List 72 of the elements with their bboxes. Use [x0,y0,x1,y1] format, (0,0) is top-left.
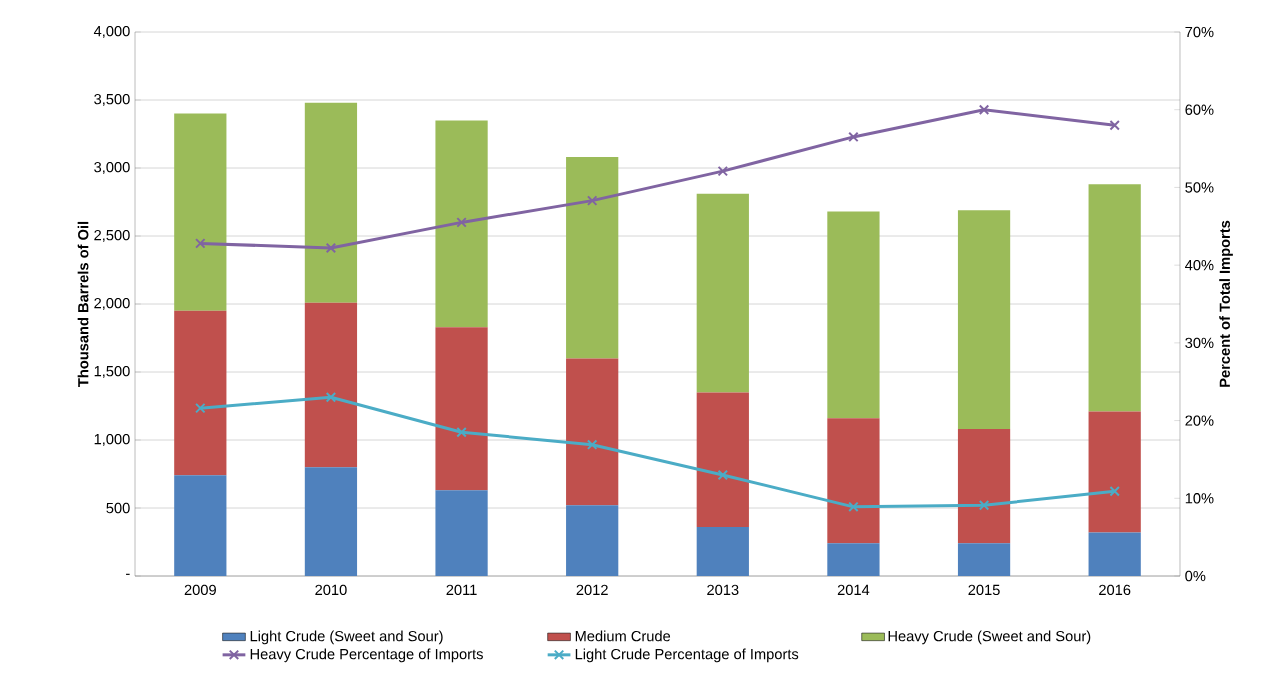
bar [566,505,619,576]
y-tick-label: 500 [106,502,130,514]
y-tick-label: 3,500 [94,93,130,107]
point [1109,120,1120,131]
point [195,402,206,414]
y-tick-label: - [126,573,130,575]
bar [696,392,749,528]
point [456,426,467,438]
legend-label: Medium Crude [575,630,671,642]
y2-tick-label: 10% [1185,493,1214,504]
point [325,392,337,403]
bar [696,527,749,576]
bar [1088,532,1141,576]
y2-tick-label: 70% [1185,26,1214,38]
legend-label: Light Crude Percentage of Imports [575,648,799,663]
point [978,104,990,115]
y-tick-label: 1,500 [94,365,130,379]
point [978,500,990,511]
bar [566,358,619,506]
bar [1088,184,1141,412]
bar [1088,411,1141,533]
point [848,501,859,513]
bar [174,310,227,476]
point [195,238,206,249]
point [848,131,859,143]
bar [174,113,227,311]
bar [304,102,358,303]
x-tick-label: 2011 [446,584,477,596]
point [325,242,337,254]
bar [827,543,880,576]
bar [435,120,488,328]
point [456,217,467,228]
y2-axis-title: Percent of Total Imports [1219,220,1233,387]
bar [957,429,1011,544]
x-tick-label: 2013 [707,584,739,596]
bar [696,193,749,393]
bar [174,475,227,576]
point [586,195,598,206]
bar [827,211,880,419]
x-tick-label: 2012 [576,584,608,596]
y2-tick-label: 0% [1185,570,1206,582]
bar [957,210,1011,430]
x-tick-label: 2015 [968,584,1000,596]
y2-tick-label: 60% [1185,104,1214,115]
y-axis-title: Thousand Barrels of Oil [77,221,89,387]
y-tick-label: 2,500 [94,229,130,243]
y-tick-label: 2,000 [94,297,130,311]
legend-label: Light Crude (Sweet and Sour) [250,630,443,645]
point [717,165,729,177]
point [1109,486,1120,497]
y2-tick-label: 40% [1185,259,1214,271]
bar [435,327,488,491]
bar [304,302,358,468]
bar [304,467,358,576]
y-tick-label: 3,000 [94,161,130,175]
legend-label: Heavy Crude (Sweet and Sour) [888,630,1091,645]
y2-tick-label: 20% [1185,415,1214,426]
y-tick-label: 1,000 [94,433,130,447]
bar [566,157,619,359]
y2-tick-label: 50% [1185,182,1214,193]
point [586,439,598,450]
x-tick-label: 2016 [1099,584,1131,596]
x-tick-label: 2009 [184,584,216,596]
bar [435,490,488,576]
x-tick-label: 2014 [837,584,870,596]
bar [827,418,880,544]
legend-label: Heavy Crude Percentage of Imports [250,648,483,663]
x-tick-label: 2010 [315,584,347,596]
y2-tick-label: 30% [1185,337,1214,349]
y-tick-label: 4,000 [93,25,130,39]
bar [957,543,1011,576]
point [717,469,729,481]
